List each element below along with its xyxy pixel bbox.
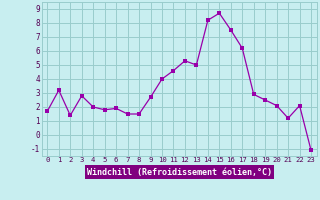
X-axis label: Windchill (Refroidissement éolien,°C): Windchill (Refroidissement éolien,°C) (87, 168, 272, 177)
